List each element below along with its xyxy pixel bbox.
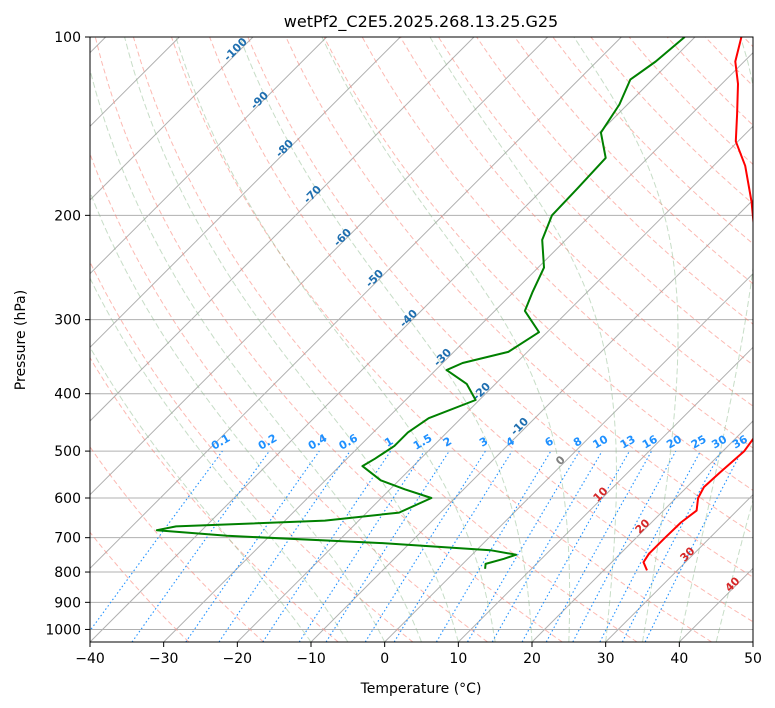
plot-background bbox=[90, 37, 753, 642]
dry-adiabat-line bbox=[90, 152, 488, 642]
moist-adiabat-line bbox=[573, 37, 679, 642]
dry-adiabat-line bbox=[171, 37, 712, 642]
mixing-ratio-line bbox=[325, 450, 450, 642]
y-tick-label: 600 bbox=[54, 491, 81, 507]
x-tick-label: 50 bbox=[744, 651, 762, 667]
dry-adiabat-line bbox=[323, 37, 753, 491]
mixing-ratio-line bbox=[393, 450, 513, 642]
mixing-ratio-line bbox=[185, 450, 320, 642]
dry-adiabat-line bbox=[514, 37, 753, 285]
grid-lines bbox=[90, 37, 753, 642]
isotherm-line bbox=[90, 37, 401, 349]
isotherm-line bbox=[90, 37, 696, 642]
x-tick-label: 20 bbox=[523, 651, 541, 667]
x-tick-label: −20 bbox=[223, 651, 253, 667]
isotherm-line bbox=[90, 37, 475, 422]
dry-adiabat-line bbox=[90, 446, 264, 642]
x-axis-label: Temperature (°C) bbox=[360, 681, 482, 697]
y-tick-label: 500 bbox=[54, 444, 81, 460]
y-tick-label: 400 bbox=[54, 387, 81, 403]
y-tick-label: 1000 bbox=[45, 622, 81, 638]
moist-adiabat-line bbox=[90, 190, 386, 642]
y-tick-label: 200 bbox=[54, 208, 81, 224]
x-tick-label: −30 bbox=[149, 651, 179, 667]
chart-title: wetPf2_C2E5.2025.268.13.25.G25 bbox=[284, 12, 558, 32]
dewpoint-profile-line bbox=[155, 37, 686, 569]
mixing-ratio-line bbox=[521, 450, 630, 642]
isotherm-line bbox=[90, 37, 622, 570]
moist-adiabat-line bbox=[321, 37, 571, 642]
y-tick-label: 900 bbox=[54, 595, 81, 611]
moist-adiabat-line bbox=[90, 277, 349, 642]
isotherm-line bbox=[752, 641, 753, 642]
dry-adiabat-line bbox=[247, 37, 753, 578]
plot-frame bbox=[89, 36, 754, 643]
dry-adiabat-line bbox=[90, 356, 339, 642]
x-tick-label: 40 bbox=[670, 651, 688, 667]
x-tick-label: −40 bbox=[75, 651, 105, 667]
isotherm-line bbox=[163, 51, 753, 642]
x-tick-label: 0 bbox=[380, 651, 389, 667]
moist-adiabat-line bbox=[90, 67, 422, 642]
isotherm-line bbox=[457, 346, 753, 642]
dry-adiabat-line bbox=[285, 37, 753, 535]
mixing-ratio-line bbox=[218, 450, 351, 642]
dry-adiabat-line bbox=[361, 37, 753, 449]
y-axis-label: Pressure (hPa) bbox=[13, 290, 29, 390]
moist-adiabat-line bbox=[678, 37, 753, 642]
temperature-profile-line bbox=[642, 37, 753, 571]
y-axis: 100 200 300 400 500 600 700 800 900 1000 bbox=[45, 30, 90, 638]
dry-adiabat-line bbox=[90, 260, 414, 642]
dry-adiabat-line bbox=[399, 37, 753, 407]
adiabat-lines bbox=[90, 37, 753, 642]
moist-adiabat-line bbox=[429, 37, 617, 642]
moist-adiabat-line bbox=[90, 346, 312, 642]
isotherm-line bbox=[90, 37, 254, 201]
mixing-ratio-line bbox=[545, 450, 653, 642]
isotherm-line bbox=[605, 493, 753, 642]
isotherm-line bbox=[90, 37, 549, 496]
mixing-ratio-line bbox=[262, 450, 392, 642]
x-tick-label: −10 bbox=[296, 651, 326, 667]
dry-adiabat-line bbox=[132, 37, 638, 642]
dry-adiabat-line bbox=[437, 37, 753, 366]
moist-adiabat-line bbox=[175, 37, 496, 642]
x-tick-label: 10 bbox=[449, 651, 467, 667]
dry-adiabat-line bbox=[209, 37, 753, 623]
x-tick-label: 30 bbox=[597, 651, 615, 667]
y-tick-label: 800 bbox=[54, 565, 81, 581]
y-tick-label: 300 bbox=[54, 313, 81, 329]
isotherm-line bbox=[90, 37, 328, 275]
moist-adiabat-line bbox=[124, 37, 459, 642]
dry-adiabat-line bbox=[94, 37, 563, 642]
y-tick-label: 100 bbox=[54, 30, 81, 46]
isotherm-line bbox=[384, 272, 753, 642]
mixing-ratio-line bbox=[131, 450, 270, 642]
dry-adiabat-line bbox=[90, 531, 190, 642]
mixing-ratio-line bbox=[90, 450, 223, 632]
x-axis: −40 −30 −20 −10 0 10 20 30 40 50 bbox=[75, 642, 762, 667]
mixing-ratio-lines bbox=[90, 450, 743, 642]
mixing-ratio-line bbox=[572, 450, 677, 642]
isotherm-line bbox=[531, 420, 753, 642]
y-tick-label: 700 bbox=[54, 531, 81, 547]
mixing-ratio-line bbox=[644, 450, 743, 642]
mixing-ratio-line bbox=[298, 450, 425, 642]
moist-adiabat-line bbox=[239, 37, 533, 642]
profile-series bbox=[155, 37, 753, 571]
